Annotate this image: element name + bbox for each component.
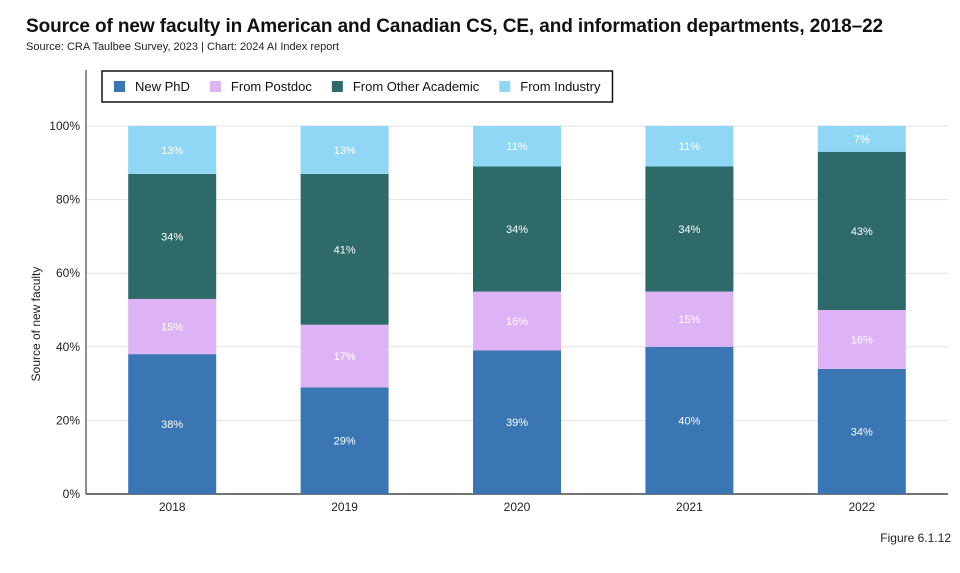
- data-label: 16%: [851, 334, 873, 346]
- bar-segment: [473, 166, 561, 292]
- bar-segment: [645, 166, 734, 292]
- bar-segment: [128, 354, 217, 494]
- data-label: 34%: [506, 224, 528, 236]
- chart-source: Source: CRA Taulbee Survey, 2023 | Chart…: [26, 41, 340, 53]
- bar-segment: [300, 324, 389, 388]
- y-tick-label: 100%: [49, 119, 80, 133]
- y-tick-label: 40%: [56, 340, 80, 354]
- data-label: 34%: [161, 231, 183, 243]
- data-label: 11%: [679, 141, 700, 153]
- x-tick-label: 2021: [676, 500, 703, 514]
- legend-label: New PhD: [135, 79, 190, 94]
- bar-segment: [645, 291, 734, 347]
- bar-segment: [817, 310, 906, 369]
- data-label: 15%: [678, 314, 700, 326]
- data-label: 39%: [506, 417, 528, 429]
- data-label: 41%: [334, 244, 356, 256]
- data-label: 34%: [851, 426, 873, 438]
- y-tick-label: 80%: [56, 193, 80, 207]
- bar-segment: [128, 126, 217, 174]
- data-label: 15%: [161, 322, 183, 334]
- y-tick-label: 20%: [56, 413, 80, 427]
- data-label: 34%: [678, 224, 700, 236]
- bar-segment: [473, 350, 561, 494]
- x-tick-label: 2018: [159, 500, 186, 514]
- legend-box: [101, 70, 614, 103]
- legend-swatch: [114, 81, 125, 92]
- bar-segment: [817, 126, 906, 152]
- data-label: 11%: [506, 141, 527, 153]
- x-tick-label: 2019: [331, 500, 358, 514]
- y-tick-label: 60%: [56, 266, 80, 280]
- data-label: 43%: [851, 226, 873, 238]
- data-label: 40%: [678, 415, 700, 427]
- chart-title: Source of new faculty in American and Ca…: [26, 16, 884, 37]
- data-label: 29%: [334, 436, 356, 448]
- data-label: 38%: [161, 419, 183, 431]
- data-label: 7%: [854, 134, 870, 146]
- bar-segment: [128, 173, 217, 299]
- bar-segment: [128, 298, 217, 355]
- bar-segment: [300, 387, 389, 494]
- legend-swatch: [209, 81, 221, 92]
- bar-segment: [817, 368, 906, 494]
- data-label: 13%: [334, 145, 356, 157]
- bar-segment: [645, 126, 734, 167]
- y-tick-label: 0%: [63, 487, 81, 501]
- x-tick-label: 2020: [504, 500, 531, 514]
- legend-label: From Industry: [520, 79, 601, 94]
- bar-segment: [473, 291, 561, 351]
- data-label: 13%: [161, 145, 183, 157]
- bar-segment: [300, 173, 389, 325]
- bar-segment: [300, 126, 389, 174]
- legend-label: From Postdoc: [231, 79, 312, 94]
- legend-swatch: [331, 81, 343, 92]
- legend-label: From Other Academic: [353, 79, 480, 94]
- bar-segment: [817, 151, 906, 310]
- y-axis-label: Source of new faculty: [29, 267, 43, 382]
- figure-label: Figure 6.1.12: [880, 531, 951, 545]
- data-label: 16%: [506, 316, 528, 328]
- bar-segment: [645, 346, 734, 494]
- data-label: 17%: [334, 351, 356, 363]
- bar-segment: [473, 126, 561, 167]
- x-tick-label: 2022: [848, 500, 875, 514]
- legend-swatch: [499, 81, 511, 92]
